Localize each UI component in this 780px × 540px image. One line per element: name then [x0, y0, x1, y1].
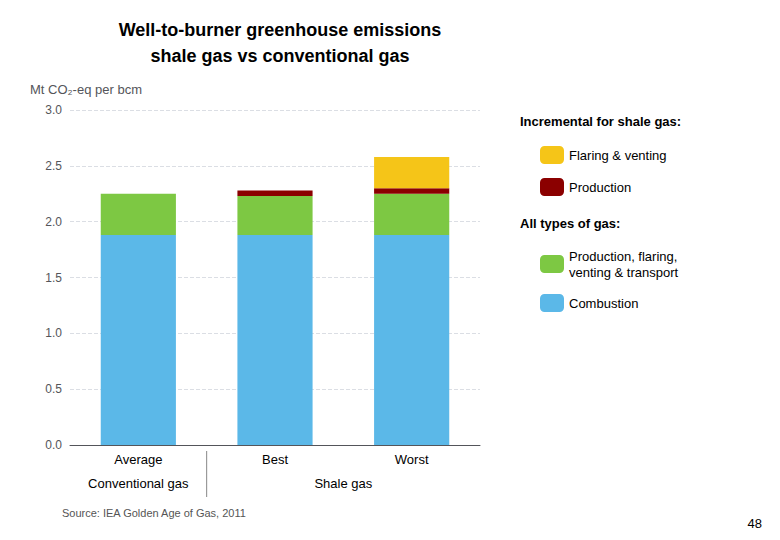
svg-text:Shale gas: Shale gas [314, 476, 372, 491]
svg-text:Combustion: Combustion [569, 296, 638, 311]
svg-text:Well-to-burner greenhouse emis: Well-to-burner greenhouse emissions [119, 20, 442, 40]
svg-text:Production, flaring,: Production, flaring, [569, 249, 677, 264]
svg-text:Conventional gas: Conventional gas [88, 476, 189, 491]
svg-text:48: 48 [748, 516, 762, 531]
svg-text:Production: Production [569, 180, 631, 195]
svg-text:1.5: 1.5 [45, 271, 62, 285]
svg-text:Incremental for shale gas:: Incremental for shale gas: [520, 114, 681, 129]
svg-text:Source: IEA Golden Age of Gas,: Source: IEA Golden Age of Gas, 2011 [62, 507, 246, 519]
svg-text:0.0: 0.0 [45, 438, 62, 452]
svg-text:Worst: Worst [395, 452, 429, 467]
svg-text:Flaring & venting: Flaring & venting [569, 148, 667, 163]
svg-text:Average: Average [114, 452, 162, 467]
svg-text:venting & transport: venting & transport [569, 265, 679, 280]
svg-text:shale gas vs conventional gas: shale gas vs conventional gas [150, 46, 409, 66]
svg-text:Best: Best [262, 452, 288, 467]
svg-text:0.5: 0.5 [45, 382, 62, 396]
svg-text:3.0: 3.0 [45, 103, 62, 117]
svg-text:Mt CO₂-eq per bcm: Mt CO₂-eq per bcm [30, 82, 142, 97]
svg-text:2.0: 2.0 [45, 215, 62, 229]
svg-text:1.0: 1.0 [45, 326, 62, 340]
svg-text:2.5: 2.5 [45, 159, 62, 173]
svg-text:All types of gas:: All types of gas: [520, 216, 620, 231]
